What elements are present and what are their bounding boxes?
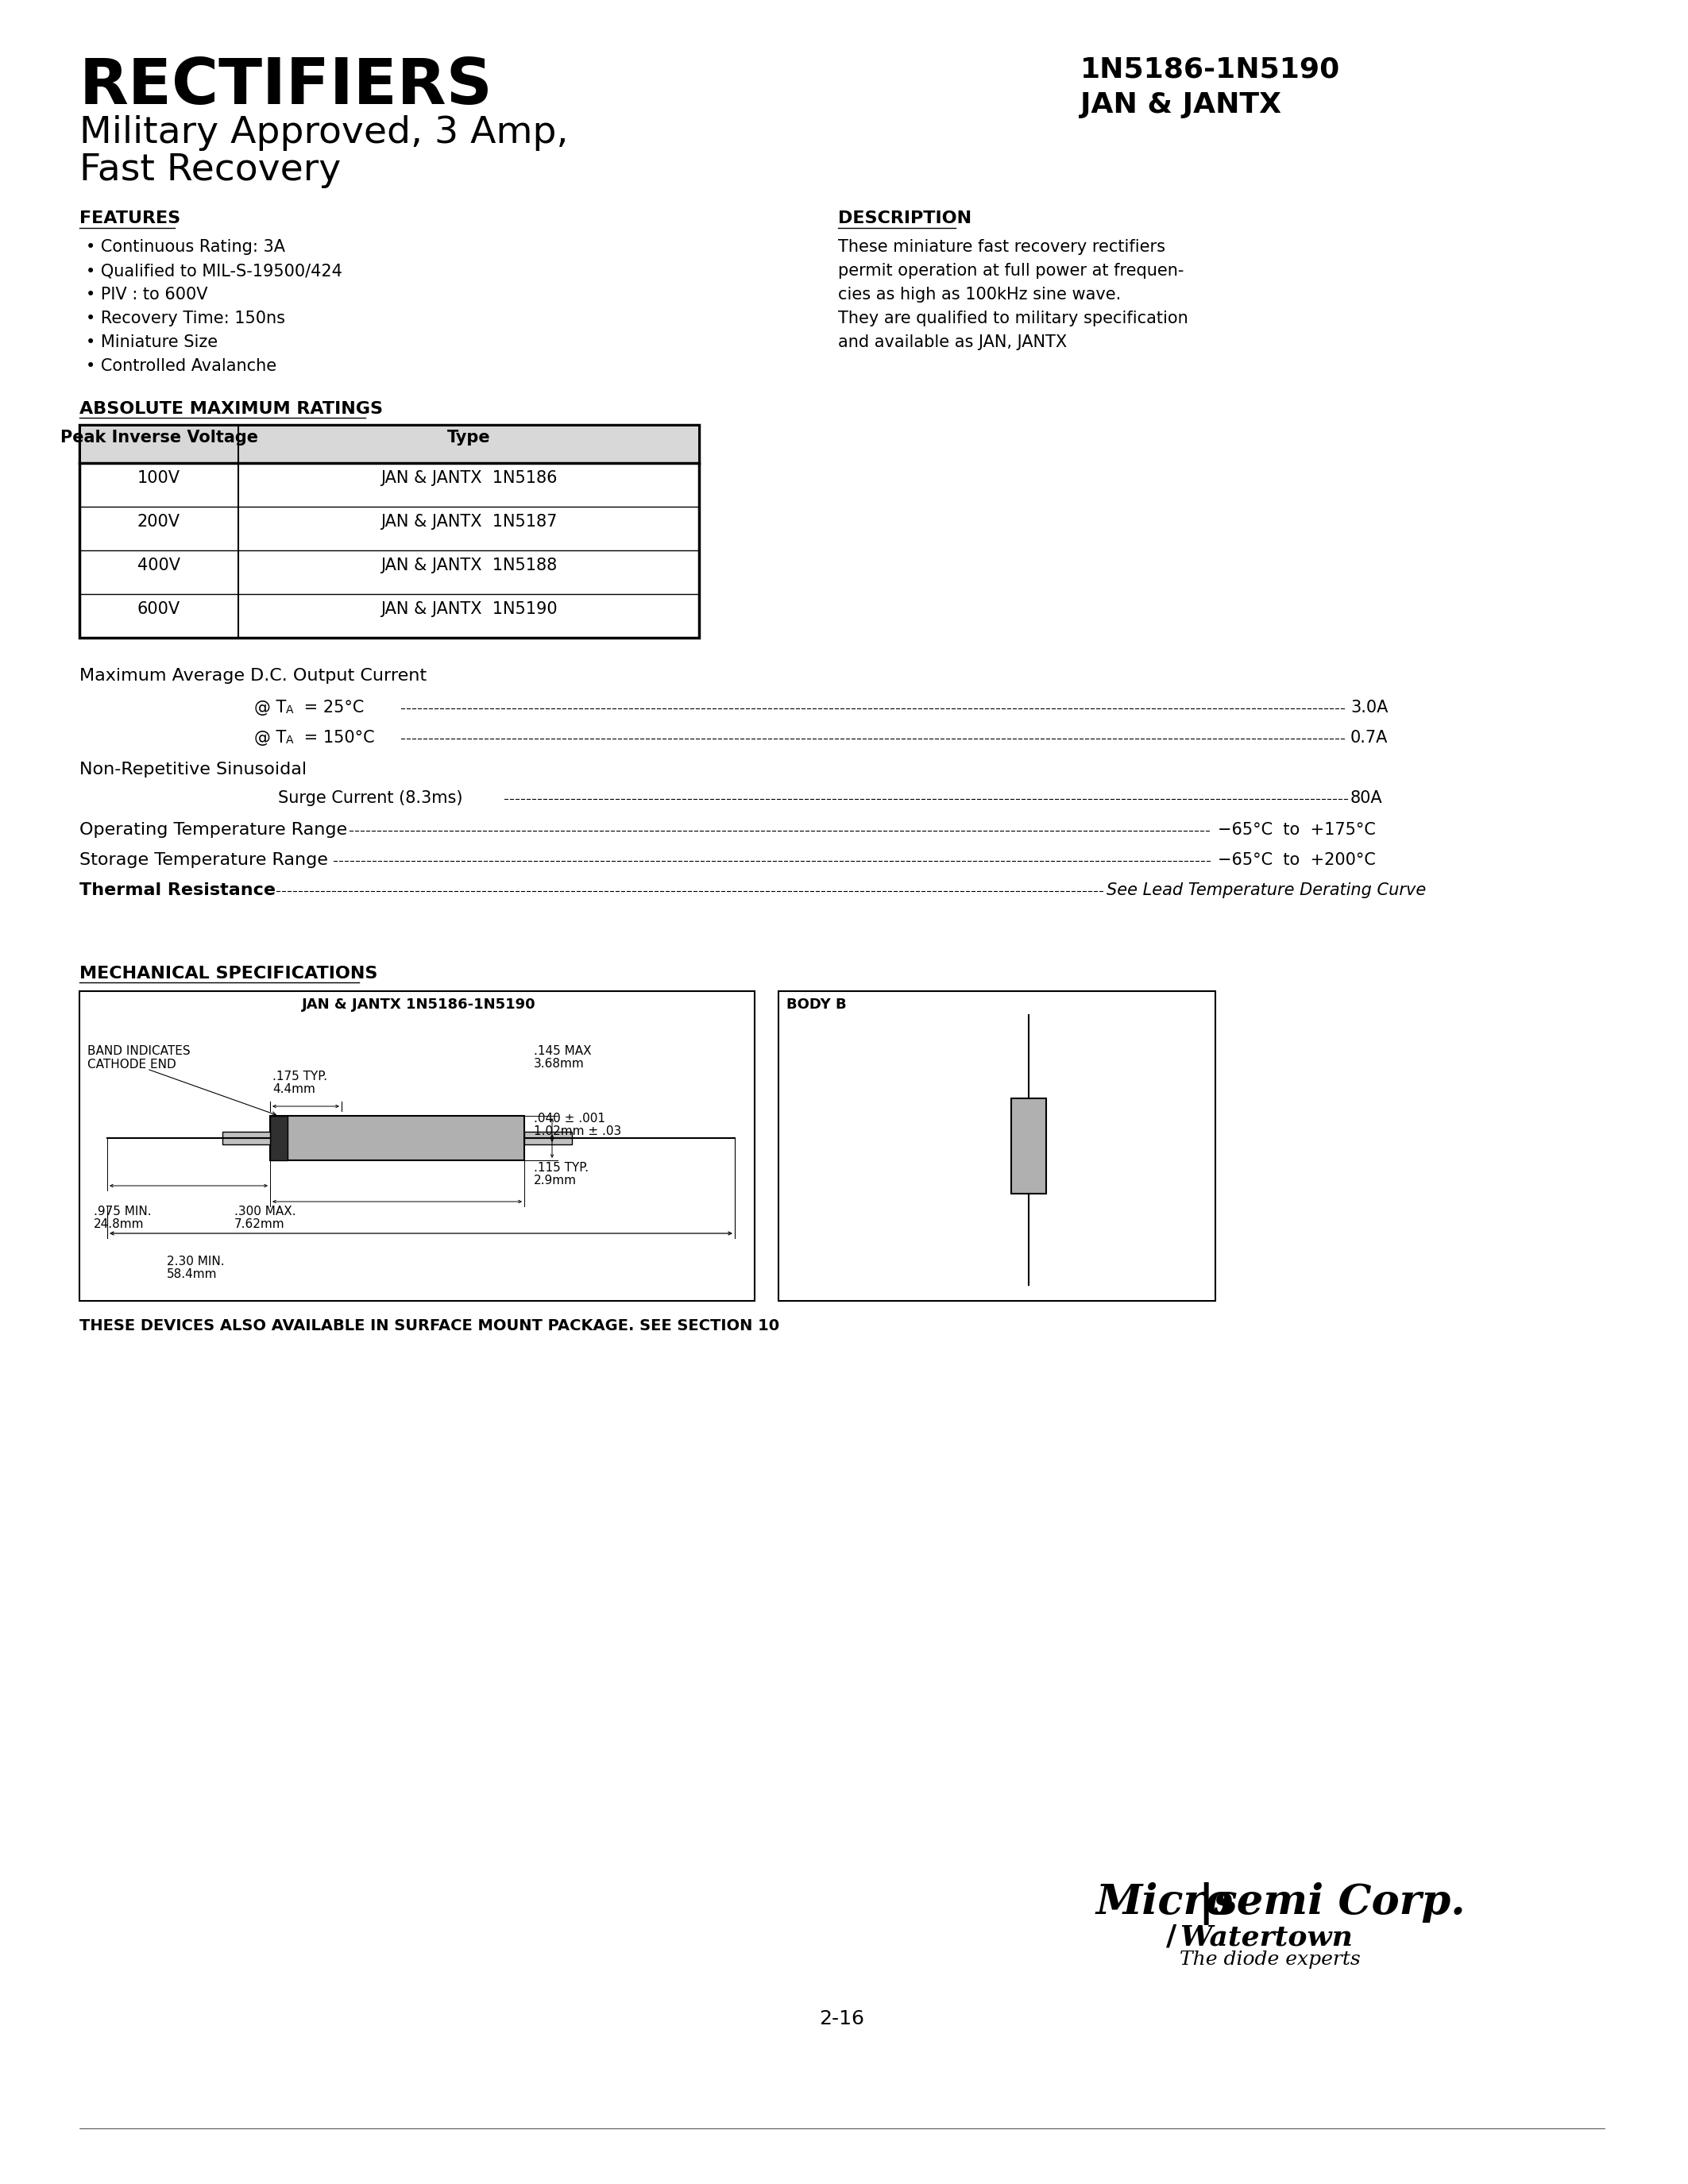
Text: @ T: @ T xyxy=(255,729,287,745)
Bar xyxy=(81,426,697,463)
Text: |: | xyxy=(1198,1883,1214,1924)
Text: cies as high as 100kHz sine wave.: cies as high as 100kHz sine wave. xyxy=(837,286,1121,304)
Text: A: A xyxy=(285,705,294,716)
Text: JAN & JANTX  1N5186: JAN & JANTX 1N5186 xyxy=(380,470,557,487)
Text: THESE DEVICES ALSO AVAILABLE IN SURFACE MOUNT PACKAGE. SEE SECTION 10: THESE DEVICES ALSO AVAILABLE IN SURFACE … xyxy=(79,1319,780,1334)
Text: BODY B: BODY B xyxy=(787,998,846,1011)
Text: • Recovery Time: 150ns: • Recovery Time: 150ns xyxy=(86,310,285,325)
Text: .040 ± .001: .040 ± .001 xyxy=(533,1112,606,1125)
Text: JAN & JANTX: JAN & JANTX xyxy=(1080,92,1281,118)
Text: 3.68mm: 3.68mm xyxy=(533,1057,584,1070)
Text: The diode experts: The diode experts xyxy=(1180,1950,1361,1968)
Text: A: A xyxy=(285,734,294,745)
Text: Storage Temperature Range: Storage Temperature Range xyxy=(79,852,327,867)
Text: Military Approved, 3 Amp,: Military Approved, 3 Amp, xyxy=(79,116,569,151)
Text: These miniature fast recovery rectifiers: These miniature fast recovery rectifiers xyxy=(837,238,1165,256)
Text: 4.4mm: 4.4mm xyxy=(272,1083,316,1094)
Text: .300 MAX.: .300 MAX. xyxy=(235,1206,295,1216)
Text: • Qualified to MIL-S-19500/424: • Qualified to MIL-S-19500/424 xyxy=(86,262,343,280)
Text: Watertown: Watertown xyxy=(1180,1924,1352,1950)
Bar xyxy=(79,992,755,1302)
Bar xyxy=(525,1131,572,1144)
Bar xyxy=(778,992,1215,1302)
Text: Non-Repetitive Sinusoidal: Non-Repetitive Sinusoidal xyxy=(79,762,307,778)
Text: −65°C  to  +175°C: −65°C to +175°C xyxy=(1217,821,1376,839)
Bar xyxy=(223,1131,270,1144)
Text: 2-16: 2-16 xyxy=(819,2009,864,2029)
Text: CATHODE END: CATHODE END xyxy=(88,1059,176,1070)
Text: .115 TYP.: .115 TYP. xyxy=(533,1162,589,1173)
Text: 1.02mm ± .03: 1.02mm ± .03 xyxy=(533,1125,621,1138)
Text: Type: Type xyxy=(447,430,490,446)
Text: = 25°C: = 25°C xyxy=(299,699,365,716)
Text: Peak Inverse Voltage: Peak Inverse Voltage xyxy=(61,430,258,446)
Text: JAN & JANTX  1N5188: JAN & JANTX 1N5188 xyxy=(380,557,557,574)
Text: Maximum Average D.C. Output Current: Maximum Average D.C. Output Current xyxy=(79,668,427,684)
Text: Surge Current (8.3ms): Surge Current (8.3ms) xyxy=(279,791,463,806)
Bar xyxy=(1011,1099,1047,1195)
Text: • PIV : to 600V: • PIV : to 600V xyxy=(86,286,208,304)
Text: 100V: 100V xyxy=(137,470,181,487)
Text: JAN & JANTX  1N5190: JAN & JANTX 1N5190 xyxy=(380,601,557,618)
Text: 24.8mm: 24.8mm xyxy=(95,1219,143,1230)
Text: • Controlled Avalanche: • Controlled Avalanche xyxy=(86,358,277,373)
Text: • Continuous Rating: 3A: • Continuous Rating: 3A xyxy=(86,238,285,256)
Text: Thermal Resistance: Thermal Resistance xyxy=(79,882,275,898)
Text: 600V: 600V xyxy=(137,601,181,618)
Text: FEATURES: FEATURES xyxy=(79,210,181,227)
Bar xyxy=(270,1116,287,1160)
Text: BAND INDICATES: BAND INDICATES xyxy=(88,1046,191,1057)
Text: permit operation at full power at frequen-: permit operation at full power at freque… xyxy=(837,262,1183,280)
Text: 2.30 MIN.: 2.30 MIN. xyxy=(167,1256,225,1267)
Text: .175 TYP.: .175 TYP. xyxy=(272,1070,327,1083)
Text: Fast Recovery: Fast Recovery xyxy=(79,153,341,188)
Text: See Lead Temperature Derating Curve: See Lead Temperature Derating Curve xyxy=(1107,882,1426,898)
Text: • Miniature Size: • Miniature Size xyxy=(86,334,218,349)
Text: 0.7A: 0.7A xyxy=(1350,729,1388,745)
Text: 200V: 200V xyxy=(137,513,181,531)
Text: 400V: 400V xyxy=(137,557,181,574)
Bar xyxy=(79,426,699,638)
Text: semi Corp.: semi Corp. xyxy=(1214,1883,1465,1922)
Text: .975 MIN.: .975 MIN. xyxy=(95,1206,152,1216)
Text: 80A: 80A xyxy=(1350,791,1382,806)
Text: JAN & JANTX  1N5187: JAN & JANTX 1N5187 xyxy=(380,513,557,531)
Text: = 150°C: = 150°C xyxy=(299,729,375,745)
Text: /: / xyxy=(1166,1924,1177,1950)
Text: 58.4mm: 58.4mm xyxy=(167,1269,218,1280)
Text: and available as JAN, JANTX: and available as JAN, JANTX xyxy=(837,334,1067,349)
Text: 7.62mm: 7.62mm xyxy=(235,1219,285,1230)
Text: Micro: Micro xyxy=(1096,1883,1234,1922)
Text: RECTIFIERS: RECTIFIERS xyxy=(79,55,493,118)
Text: @ T: @ T xyxy=(255,699,287,716)
Text: DESCRIPTION: DESCRIPTION xyxy=(837,210,972,227)
Text: ABSOLUTE MAXIMUM RATINGS: ABSOLUTE MAXIMUM RATINGS xyxy=(79,402,383,417)
Text: 2.9mm: 2.9mm xyxy=(533,1175,577,1186)
Bar xyxy=(270,1116,525,1160)
Text: −65°C  to  +200°C: −65°C to +200°C xyxy=(1217,852,1376,867)
Text: MECHANICAL SPECIFICATIONS: MECHANICAL SPECIFICATIONS xyxy=(79,965,378,981)
Text: Operating Temperature Range: Operating Temperature Range xyxy=(79,821,348,839)
Text: 3.0A: 3.0A xyxy=(1350,699,1388,716)
Text: They are qualified to military specification: They are qualified to military specifica… xyxy=(837,310,1188,325)
Text: .145 MAX: .145 MAX xyxy=(533,1046,591,1057)
Text: 1N5186-1N5190: 1N5186-1N5190 xyxy=(1080,55,1340,83)
Text: JAN & JANTX 1N5186-1N5190: JAN & JANTX 1N5186-1N5190 xyxy=(302,998,535,1011)
